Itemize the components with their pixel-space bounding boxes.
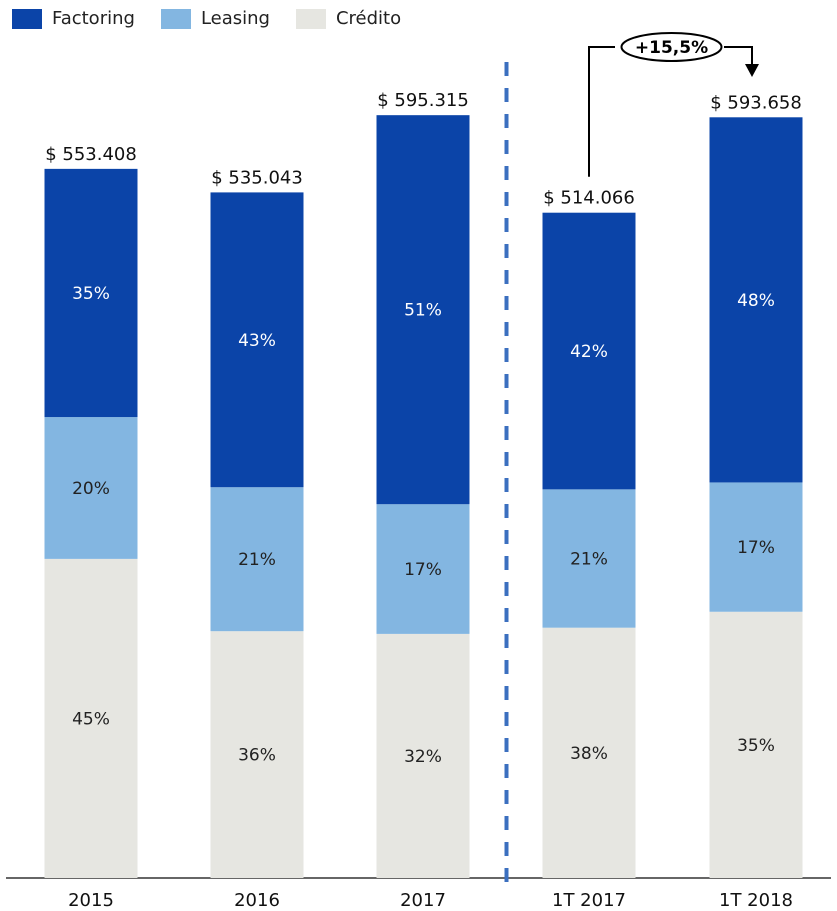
bar-leasing-1t-2017: [542, 489, 636, 628]
bar-cr-dito-1t-2017: [542, 627, 636, 878]
data-label-factoring-2015: 35%: [72, 284, 110, 304]
bar-leasing-2016: [210, 487, 304, 632]
bar-cr-dito-2015: [44, 558, 138, 878]
data-label-cr-dito-2015: 45%: [72, 709, 110, 729]
growth-annotation-label: +15,5%: [635, 38, 708, 58]
total-label-1t-2017: $ 514.066: [543, 188, 635, 209]
legend-label-leasing: Leasing: [200, 8, 270, 29]
total-label-2016: $ 535.043: [211, 167, 303, 188]
chart-legend: Factoring Leasing Crédito: [12, 8, 427, 29]
data-label-cr-dito-2017: 32%: [404, 747, 442, 767]
x-tick-label-2016: 2016: [234, 890, 280, 911]
legend-swatch-credito: [295, 8, 326, 29]
data-label-factoring-2017: 51%: [404, 301, 442, 321]
data-label-cr-dito-1t-2018: 35%: [737, 736, 775, 756]
bar-factoring-2017: [376, 115, 470, 505]
x-tick-label-2017: 2017: [400, 890, 446, 911]
x-tick-label-1t-2018: 1T 2018: [719, 890, 793, 911]
total-label-2015: $ 553.408: [45, 144, 137, 165]
bar-factoring-2016: [210, 192, 304, 488]
growth-arrowhead: [745, 64, 759, 77]
bar-leasing-2015: [44, 417, 138, 559]
data-label-leasing-1t-2017: 21%: [570, 550, 608, 570]
data-label-leasing-2016: 21%: [238, 550, 276, 570]
bar-factoring-1t-2017: [542, 212, 636, 490]
data-label-cr-dito-2016: 36%: [238, 746, 276, 766]
bar-leasing-1t-2018: [709, 482, 803, 612]
legend-swatch-leasing: [160, 8, 191, 29]
data-label-leasing-2017: 17%: [404, 560, 442, 580]
growth-bracket-left: [588, 46, 615, 177]
data-label-factoring-1t-2018: 48%: [737, 291, 775, 311]
legend-swatch-factoring: [12, 8, 42, 29]
bar-leasing-2017: [376, 504, 470, 634]
legend-item-factoring: Factoring: [12, 8, 135, 29]
bar-cr-dito-2017: [376, 633, 470, 878]
bar-cr-dito-1t-2018: [709, 611, 803, 878]
data-label-cr-dito-1t-2017: 38%: [570, 744, 608, 764]
total-label-1t-2018: $ 593.658: [710, 92, 802, 113]
x-tick-label-2015: 2015: [68, 890, 114, 911]
growth-callout-ellipse: [620, 32, 723, 62]
bar-cr-dito-2016: [210, 631, 304, 878]
legend-label-credito: Crédito: [335, 8, 402, 29]
data-label-factoring-1t-2017: 42%: [570, 342, 608, 362]
bar-factoring-2015: [44, 168, 138, 418]
legend-item-leasing: Leasing: [160, 8, 270, 29]
bar-factoring-1t-2018: [709, 117, 803, 483]
growth-bracket-right: [724, 46, 753, 66]
data-label-leasing-2015: 20%: [72, 479, 110, 499]
legend-label-factoring: Factoring: [52, 8, 135, 29]
data-label-leasing-1t-2018: 17%: [737, 538, 775, 558]
total-label-2017: $ 595.315: [377, 90, 469, 111]
legend-item-credito: Crédito: [295, 8, 402, 29]
x-tick-label-1t-2017: 1T 2017: [552, 890, 626, 911]
data-label-factoring-2016: 43%: [238, 331, 276, 351]
